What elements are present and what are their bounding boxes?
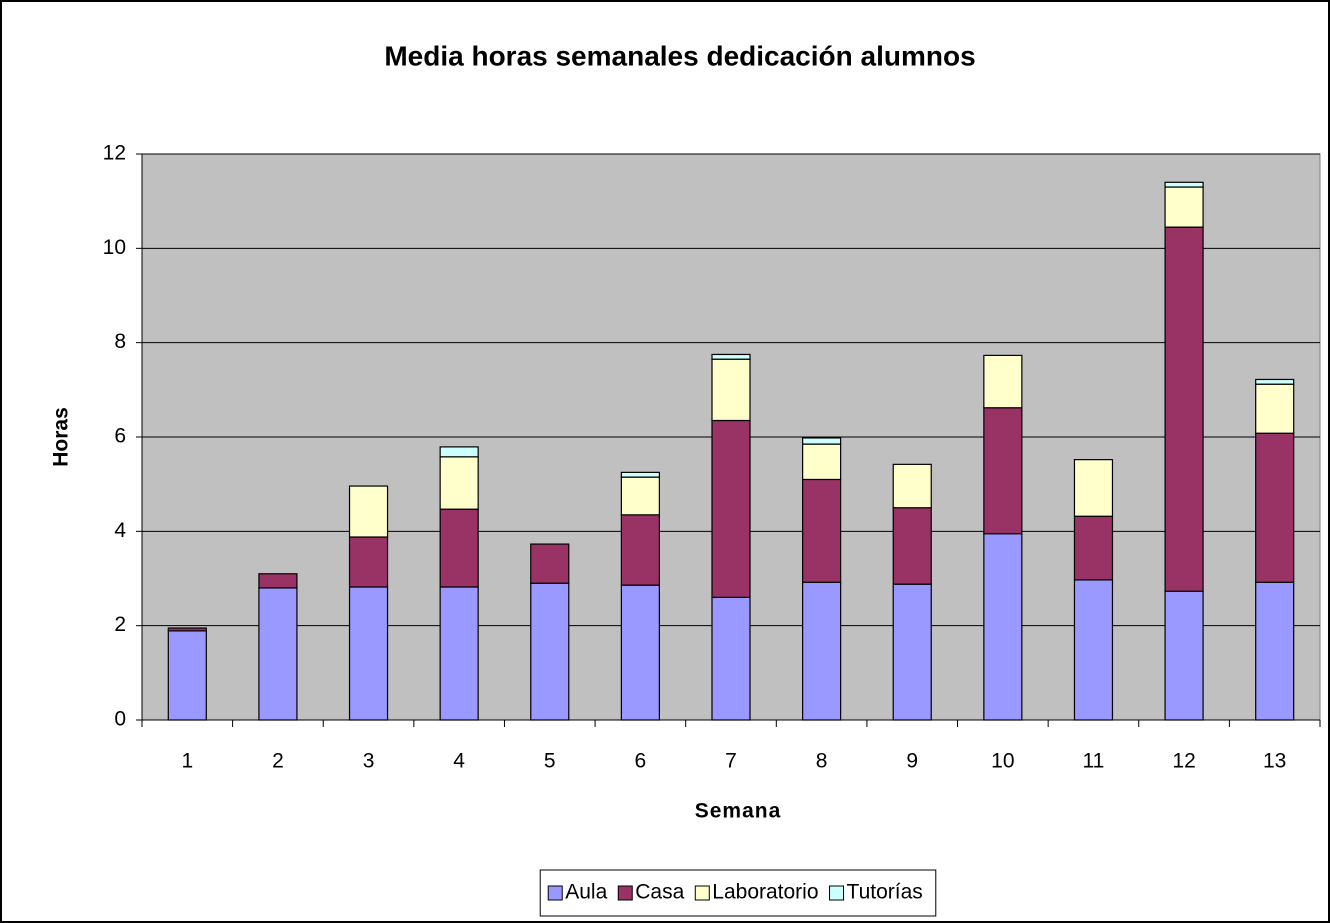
x-tick-label: 3 (363, 750, 375, 773)
x-tick-label: 9 (906, 750, 918, 773)
y-tick-label: 4 (114, 519, 126, 542)
bar-segment (1255, 378, 1295, 385)
bar-segment (167, 627, 207, 632)
x-tick-label: 11 (1083, 750, 1105, 773)
legend-label: Tutorías (847, 881, 923, 904)
x-tick-label: 6 (635, 750, 647, 773)
y-tick-label: 10 (103, 236, 126, 259)
x-tick-label: 5 (544, 750, 556, 773)
bar-segment (1073, 459, 1114, 517)
y-tick-label: 0 (114, 708, 126, 731)
bar-segment (620, 514, 660, 586)
bar-segment (439, 456, 479, 510)
bar-segment (892, 507, 932, 585)
legend-label: Casa (635, 881, 684, 904)
bar-segment (1073, 515, 1114, 581)
legend-swatch (617, 885, 633, 901)
x-tick-label: 7 (725, 750, 737, 773)
bar-segment (802, 437, 842, 445)
bar-segment (258, 573, 298, 589)
bar-segment (711, 358, 751, 422)
bar-segment (620, 471, 660, 478)
bar-segment (802, 581, 842, 721)
x-tick-label: 2 (272, 750, 284, 773)
bar-segment (1164, 181, 1204, 188)
bar-segment (620, 584, 660, 721)
x-tick-label: 13 (1263, 750, 1286, 773)
bar-segment (620, 476, 660, 516)
bar-segment (711, 419, 751, 598)
bar-segment (530, 582, 570, 721)
y-axis-title: Horas (50, 407, 73, 467)
bar-segment (983, 407, 1023, 535)
bar-segment (1255, 432, 1295, 583)
bar-segment (1164, 590, 1204, 721)
y-tick-label: 2 (114, 613, 126, 636)
x-tick-label: 1 (181, 750, 193, 773)
bar-segment (711, 596, 751, 721)
x-tick-label: 8 (816, 750, 828, 773)
legend-label: Aula (565, 881, 607, 904)
chart-title: Media horas semanales dedicación alumnos (384, 40, 975, 71)
bar-segment (802, 443, 842, 481)
bar-segment (439, 508, 479, 588)
bar-segment (892, 463, 932, 509)
bar-segment (711, 353, 751, 360)
bar-segment (348, 536, 389, 588)
legend-box (539, 869, 937, 917)
bar-segment (983, 533, 1023, 721)
bar-segment (1164, 226, 1204, 592)
bar-segment (167, 630, 207, 721)
bar-segment (1255, 581, 1295, 721)
legend-swatch (547, 885, 563, 901)
bar-segment (802, 478, 842, 583)
x-tick-label: 12 (1172, 750, 1195, 773)
y-tick-label: 8 (114, 330, 126, 353)
bar-segment (439, 586, 479, 721)
bar-segment (439, 446, 479, 458)
bar-segment (530, 543, 570, 584)
legend-swatch (829, 885, 845, 901)
bar-segment (348, 586, 389, 721)
bar-segment (983, 354, 1023, 409)
legend-label: Laboratorio (712, 881, 818, 904)
bar-segment (258, 587, 298, 721)
y-tick-label: 12 (103, 142, 126, 165)
y-tick-label: 6 (114, 425, 126, 448)
bar-segment (348, 485, 389, 538)
bar-segment (1255, 383, 1295, 434)
bar-segment (1164, 186, 1204, 228)
x-axis-title: Semana (695, 800, 782, 823)
x-tick-label: 10 (991, 750, 1014, 773)
bar-segment (892, 583, 932, 721)
legend-swatch (694, 885, 710, 901)
bar-segment (1073, 579, 1114, 721)
x-tick-label: 4 (453, 750, 465, 773)
